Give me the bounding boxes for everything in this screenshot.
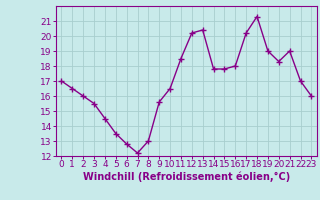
X-axis label: Windchill (Refroidissement éolien,°C): Windchill (Refroidissement éolien,°C) xyxy=(83,172,290,182)
